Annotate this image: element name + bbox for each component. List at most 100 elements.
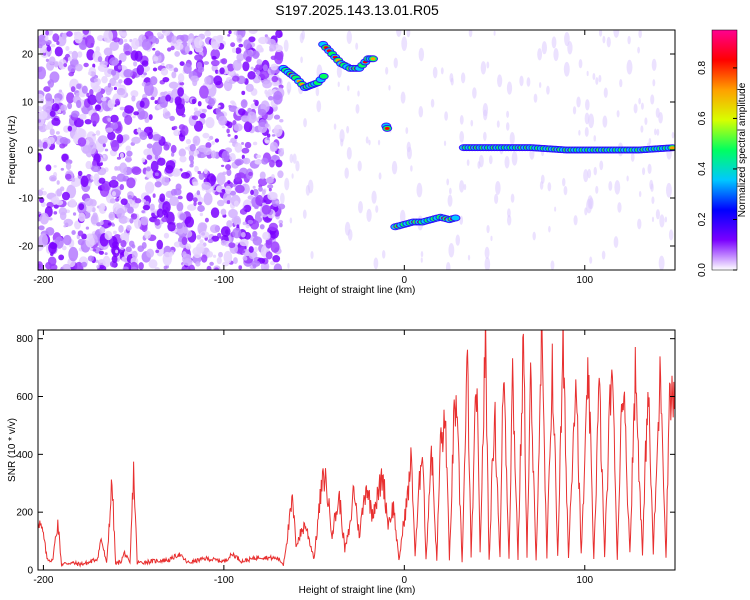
noise-speckle [213,75,223,86]
noise-speckle [584,112,590,125]
noise-speckle [95,130,101,136]
noise-speckle [164,164,174,174]
y-tick-label: -20 [19,242,34,253]
noise-speckle [163,265,168,270]
noise-speckle [96,264,100,269]
noise-speckle [169,115,175,122]
noise-speckle [547,182,552,192]
noise-speckle [114,197,120,202]
noise-speckle [84,119,92,125]
noise-speckle [181,265,191,270]
noise-speckle [236,34,243,43]
noise-speckle [154,181,162,188]
noise-speckle [495,181,501,195]
noise-speckle [208,98,216,107]
noise-speckle [270,241,280,253]
noise-speckle [97,34,105,42]
noise-speckle [388,84,391,91]
noise-speckle [173,67,179,73]
noise-speckle [171,152,175,157]
noise-speckle [651,58,657,71]
noise-speckle [470,119,474,127]
noise-speckle [211,55,217,60]
noise-speckle [355,103,360,114]
noise-speckle [232,227,242,239]
noise-speckle [206,265,212,270]
noise-speckle [537,48,543,61]
noise-speckle [258,36,268,45]
noise-speckle [70,86,76,93]
noise-speckle [42,141,48,149]
noise-speckle [130,50,139,61]
noise-speckle [205,116,215,129]
noise-speckle [420,251,424,258]
noise-speckle [486,61,490,69]
noise-speckle [62,263,71,270]
noise-speckle [250,66,254,70]
noise-speckle [310,251,314,259]
noise-speckle [104,148,109,152]
noise-speckle [602,35,606,44]
noise-speckle [371,190,377,204]
noise-speckle [255,194,264,206]
noise-speckle [459,130,465,143]
noise-speckle [261,204,272,215]
noise-speckle [633,103,638,114]
noise-speckle [378,172,382,180]
noise-speckle [204,217,209,223]
heatmap-x-axis: -200 -100 0 100 [33,30,594,286]
noise-speckle [185,138,192,145]
noise-speckle [138,110,149,120]
noise-speckle [252,188,259,197]
noise-speckle [216,257,222,265]
noise-speckle [207,238,214,244]
noise-speckle [160,91,166,96]
noise-speckle [243,121,253,133]
noise-speckle [430,98,435,108]
noise-speckle [346,125,350,134]
noise-speckle [150,96,155,101]
noise-speckle [102,255,111,268]
noise-speckle [598,30,603,37]
noise-speckle [275,30,283,39]
noise-speckle [573,215,578,226]
noise-speckle [219,67,225,75]
noise-speckle [269,141,279,152]
noise-speckle [115,98,120,105]
noise-speckle [86,233,93,239]
noise-speckle [220,226,231,237]
noise-speckle [188,150,195,156]
noise-speckle [168,81,179,89]
noise-speckle [299,32,304,44]
noise-speckle [533,93,538,103]
noise-speckle [266,133,271,138]
noise-speckle [247,111,257,124]
noise-speckle [197,201,202,206]
noise-speckle [184,216,195,228]
noise-speckle [120,240,127,248]
noise-speckle [123,39,128,43]
noise-speckle [240,249,246,254]
noise-speckle [651,216,655,223]
noise-speckle [307,179,314,194]
noise-speckle [264,89,268,95]
noise-speckle [190,160,194,165]
noise-speckle [665,182,672,198]
noise-speckle [58,89,63,93]
noise-speckle [262,231,271,241]
colorbar-gradient [711,29,738,271]
noise-speckle [161,176,170,186]
noise-speckle [391,160,398,175]
x-tick-label: 0 [402,575,408,586]
noise-speckle [103,30,114,43]
noise-speckle [38,34,47,46]
noise-speckle [217,232,222,238]
noise-speckle [131,136,141,144]
noise-speckle [174,42,184,51]
noise-speckle [111,191,117,197]
noise-speckle [113,37,121,43]
figure-title: S197.2025.143.13.01.R05 [275,2,439,18]
trace-peak [669,146,675,150]
noise-speckle [553,47,559,62]
noise-speckle [250,189,254,196]
